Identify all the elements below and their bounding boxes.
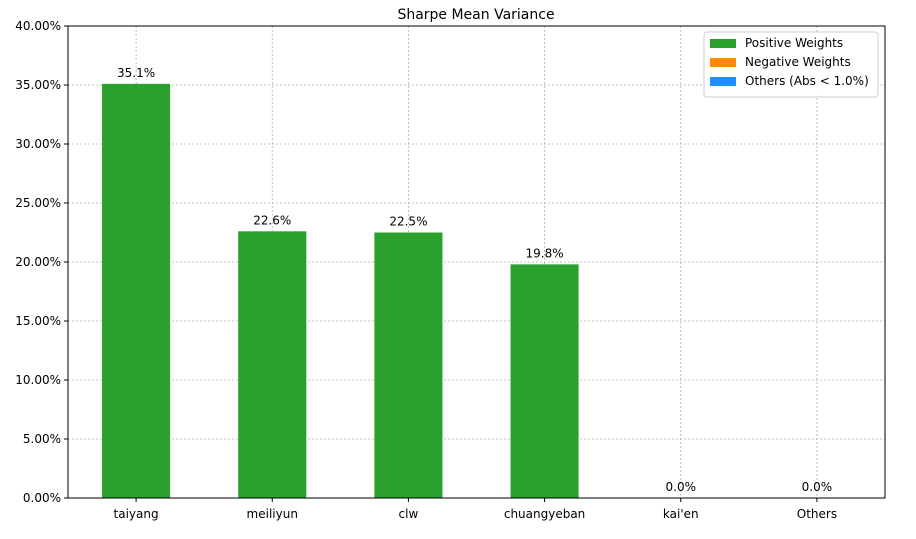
bars bbox=[102, 84, 851, 498]
bar-meiliyun bbox=[238, 231, 306, 498]
y-tick-label: 10.00% bbox=[15, 373, 61, 387]
legend-swatch-positive bbox=[710, 39, 736, 48]
y-tick-label: 35.00% bbox=[15, 78, 61, 92]
y-tick-label: 5.00% bbox=[23, 432, 61, 446]
legend-label-negative: Negative Weights bbox=[745, 55, 851, 69]
bar-value-label: 0.0% bbox=[802, 480, 833, 494]
chart-title: Sharpe Mean Variance bbox=[397, 7, 554, 23]
bar-value-label: 35.1% bbox=[117, 66, 155, 80]
x-tick-label: clw bbox=[399, 507, 419, 521]
bar-taiyang bbox=[102, 84, 170, 498]
legend-label-others: Others (Abs < 1.0%) bbox=[745, 74, 869, 88]
x-tick-label: meiliyun bbox=[247, 507, 298, 521]
bar-value-label: 22.5% bbox=[389, 215, 427, 229]
x-tick-label: kai'en bbox=[663, 507, 699, 521]
bar-value-label: 0.0% bbox=[666, 480, 697, 494]
data-labels: 35.1% 22.6% 22.5% 19.8% 0.0% 0.0% bbox=[117, 66, 832, 494]
y-tick-label: 25.00% bbox=[15, 196, 61, 210]
legend: Positive Weights Negative Weights Others (… bbox=[704, 32, 878, 97]
y-tick-label: 30.00% bbox=[15, 137, 61, 151]
legend-swatch-negative bbox=[710, 58, 736, 67]
legend-label-positive: Positive Weights bbox=[745, 36, 843, 50]
y-tick-label: 20.00% bbox=[15, 255, 61, 269]
bar-clw bbox=[374, 233, 442, 499]
x-tick-label: taiyang bbox=[114, 507, 159, 521]
y-tick-label: 0.00% bbox=[23, 491, 61, 505]
y-tick-label: 15.00% bbox=[15, 314, 61, 328]
legend-swatch-others bbox=[710, 77, 736, 86]
x-tick-label: Others bbox=[797, 507, 837, 521]
bar-chuangyeban bbox=[511, 264, 579, 498]
bar-value-label: 19.8% bbox=[526, 246, 564, 260]
x-tick-label: chuangyeban bbox=[504, 507, 585, 521]
y-tick-label: 40.00% bbox=[15, 19, 61, 33]
bar-value-label: 22.6% bbox=[253, 213, 291, 227]
